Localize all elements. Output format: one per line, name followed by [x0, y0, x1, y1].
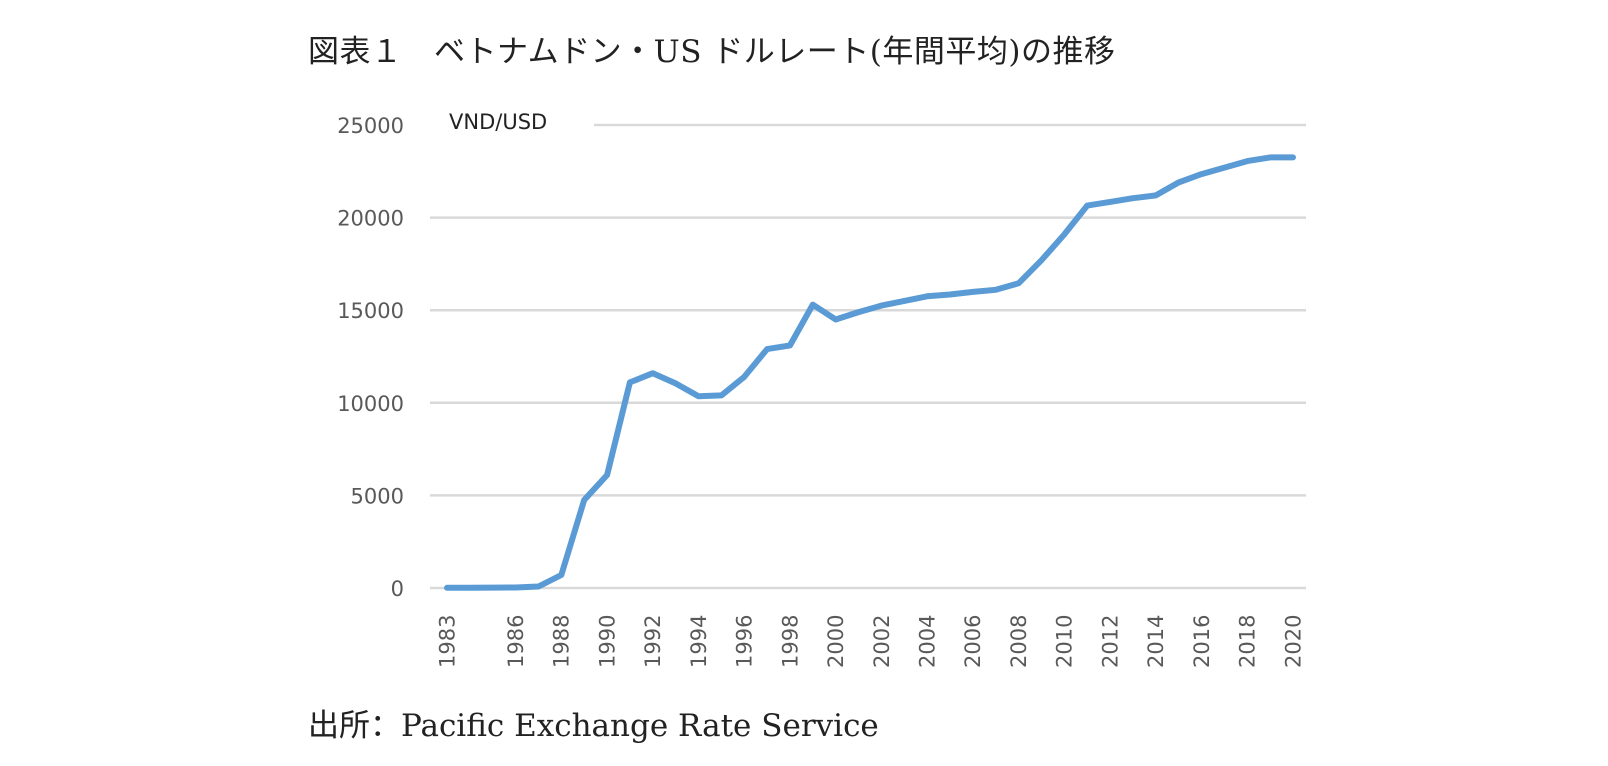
x-tick-label: 1990 — [595, 615, 619, 668]
y-tick-label: 0 — [391, 577, 404, 601]
x-tick-label: 2012 — [1098, 615, 1122, 668]
y-unit-label: VND/USD — [449, 110, 547, 134]
x-tick-label: 1992 — [641, 615, 665, 668]
x-tick-label: 1994 — [687, 615, 711, 668]
y-tick-label: 25000 — [337, 114, 404, 138]
y-tick-label: 10000 — [337, 392, 404, 416]
x-tick-label: 1986 — [504, 615, 528, 668]
x-tick-label: 1996 — [733, 615, 757, 668]
series-vnd-usd — [444, 154, 1296, 591]
x-tick-label: 2010 — [1053, 615, 1077, 668]
series-line — [444, 154, 1296, 591]
x-tick-label: 2004 — [916, 615, 940, 668]
y-tick-label: 15000 — [337, 299, 404, 323]
x-tick-label: 1988 — [550, 615, 574, 668]
x-tick-label: 2002 — [870, 615, 894, 668]
x-tick-label: 2016 — [1190, 615, 1214, 668]
x-tick-label: 2000 — [824, 615, 848, 668]
x-tick-label: 2014 — [1144, 615, 1168, 668]
y-tick-label: 5000 — [351, 484, 404, 508]
figure-title: 図表１ ベトナムドン・US ドルレート(年間平均)の推移 — [308, 34, 1116, 70]
figure-source: 出所：Pacific Exchange Rate Service — [308, 708, 879, 744]
x-axis-tick-labels: 1983 1986 1988 1990 1992 1994 1996 1998 2000 2002… — [435, 615, 1305, 668]
y-tick-label: 20000 — [337, 207, 404, 231]
x-tick-label: 1983 — [435, 615, 459, 668]
x-tick-label: 2018 — [1236, 615, 1260, 668]
x-tick-label: 2006 — [961, 615, 985, 668]
gridlines — [430, 123, 1306, 590]
data-points — [446, 156, 1294, 588]
x-tick-label: 2020 — [1281, 615, 1305, 668]
x-tick-label: 2008 — [1007, 615, 1031, 668]
y-axis-tick-labels: 0 5000 10000 15000 20000 25000 VND/USD — [337, 110, 547, 601]
x-tick-label: 1998 — [778, 615, 802, 668]
